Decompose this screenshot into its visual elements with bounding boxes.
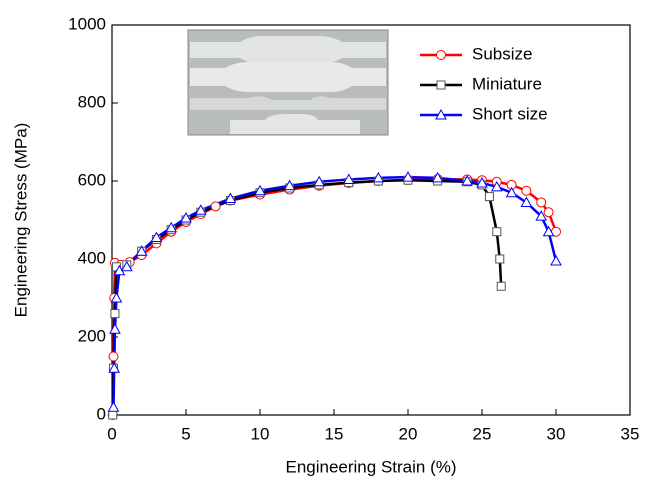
marker	[107, 401, 120, 412]
marker	[120, 260, 133, 272]
marker	[496, 281, 506, 291]
marker	[543, 207, 554, 218]
marker	[550, 254, 562, 266]
y-axis-label: Engineering Stress (MPa)	[11, 123, 30, 318]
marker	[110, 291, 123, 303]
marker	[431, 171, 444, 183]
marker	[108, 410, 118, 420]
marker	[372, 171, 385, 183]
y-tick-label: 600	[78, 170, 106, 189]
marker	[436, 80, 446, 90]
marker	[461, 174, 474, 186]
legend-label: Subsize	[472, 44, 532, 63]
y-tick-label: 800	[78, 92, 106, 111]
marker	[165, 221, 178, 233]
marker	[108, 351, 119, 362]
x-tick-label: 35	[621, 424, 640, 443]
marker	[254, 184, 266, 196]
marker	[402, 171, 414, 182]
x-tick-label: 0	[107, 424, 116, 443]
marker	[495, 254, 505, 264]
y-tick-label: 0	[97, 404, 106, 423]
marker	[283, 179, 296, 191]
marker	[484, 192, 494, 202]
marker	[505, 186, 518, 198]
x-tick-label: 20	[399, 424, 418, 443]
legend-label: Miniature	[472, 74, 542, 93]
marker	[521, 185, 532, 196]
x-tick-label: 10	[251, 424, 270, 443]
legend-label: Short size	[472, 104, 548, 123]
series-line	[111, 178, 503, 416]
marker	[180, 212, 192, 223]
marker	[492, 227, 502, 237]
marker	[110, 309, 120, 319]
y-tick-label: 200	[78, 326, 106, 345]
marker	[108, 362, 121, 373]
y-tick-label: 1000	[68, 14, 106, 33]
marker	[109, 323, 121, 334]
marker	[435, 108, 447, 120]
y-tick-label: 400	[78, 248, 106, 267]
marker	[476, 176, 488, 188]
x-tick-label: 5	[181, 424, 190, 443]
marker	[135, 245, 148, 256]
marker	[536, 197, 547, 208]
x-tick-label: 15	[325, 424, 344, 443]
marker	[542, 225, 555, 237]
x-tick-label: 30	[547, 424, 566, 443]
marker	[224, 192, 237, 204]
inset-photo	[187, 29, 389, 136]
series-line	[111, 177, 558, 416]
marker	[313, 175, 326, 187]
plot-frame	[111, 24, 631, 416]
x-axis-label: Engineering Strain (%)	[285, 457, 456, 476]
marker	[520, 196, 533, 207]
x-tick-label: 25	[473, 424, 492, 443]
marker	[436, 50, 446, 60]
marker	[535, 210, 548, 221]
marker	[210, 201, 221, 212]
marker	[194, 204, 207, 215]
series-line	[112, 175, 558, 408]
marker	[150, 231, 163, 243]
marker	[490, 180, 503, 192]
marker	[342, 173, 355, 184]
